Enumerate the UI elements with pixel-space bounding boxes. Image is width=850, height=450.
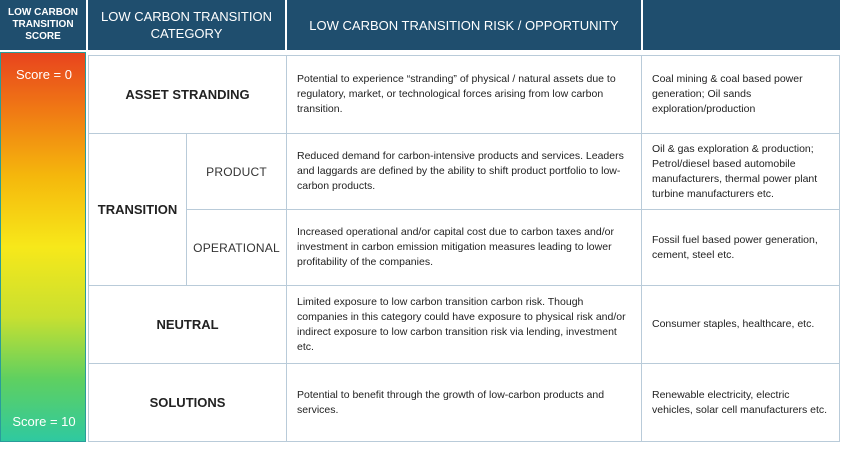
- examples-solutions: Renewable electricity, electric vehicles…: [641, 363, 840, 442]
- subcategory-product: PRODUCT: [186, 133, 287, 210]
- examples-product: Oil & gas exploration & production; Petr…: [641, 133, 840, 210]
- score-top-label: Score = 0: [15, 67, 72, 82]
- score-gradient-bar: Score = 0 Score = 10: [0, 52, 86, 442]
- category-grid: ASSET STRANDING Potential to experience …: [88, 55, 840, 442]
- header-score: LOW CARBON TRANSITION SCORE: [0, 0, 86, 50]
- examples-neutral: Consumer staples, healthcare, etc.: [641, 285, 840, 364]
- description-operational: Increased operational and/or capital cos…: [286, 209, 642, 286]
- category-transition: TRANSITION: [88, 133, 187, 286]
- examples-operational: Fossil fuel based power generation, ceme…: [641, 209, 840, 286]
- category-solutions: SOLUTIONS: [88, 363, 287, 442]
- examples-asset-stranding: Coal mining & coal based power generatio…: [641, 55, 840, 134]
- header-risk-opportunity: LOW CARBON TRANSITION RISK / OPPORTUNITY: [287, 0, 641, 50]
- description-neutral: Limited exposure to low carbon transitio…: [286, 285, 642, 364]
- category-asset-stranding: ASSET STRANDING: [88, 55, 287, 134]
- score-bottom-label: Score = 10: [12, 414, 76, 429]
- header-examples: [643, 0, 840, 50]
- subcategory-operational: OPERATIONAL: [186, 209, 287, 286]
- header-category: LOW CARBON TRANSITION CATEGORY: [88, 0, 285, 50]
- description-solutions: Potential to benefit through the growth …: [286, 363, 642, 442]
- category-neutral: NEUTRAL: [88, 285, 287, 364]
- description-asset-stranding: Potential to experience “stranding” of p…: [286, 55, 642, 134]
- description-product: Reduced demand for carbon-intensive prod…: [286, 133, 642, 210]
